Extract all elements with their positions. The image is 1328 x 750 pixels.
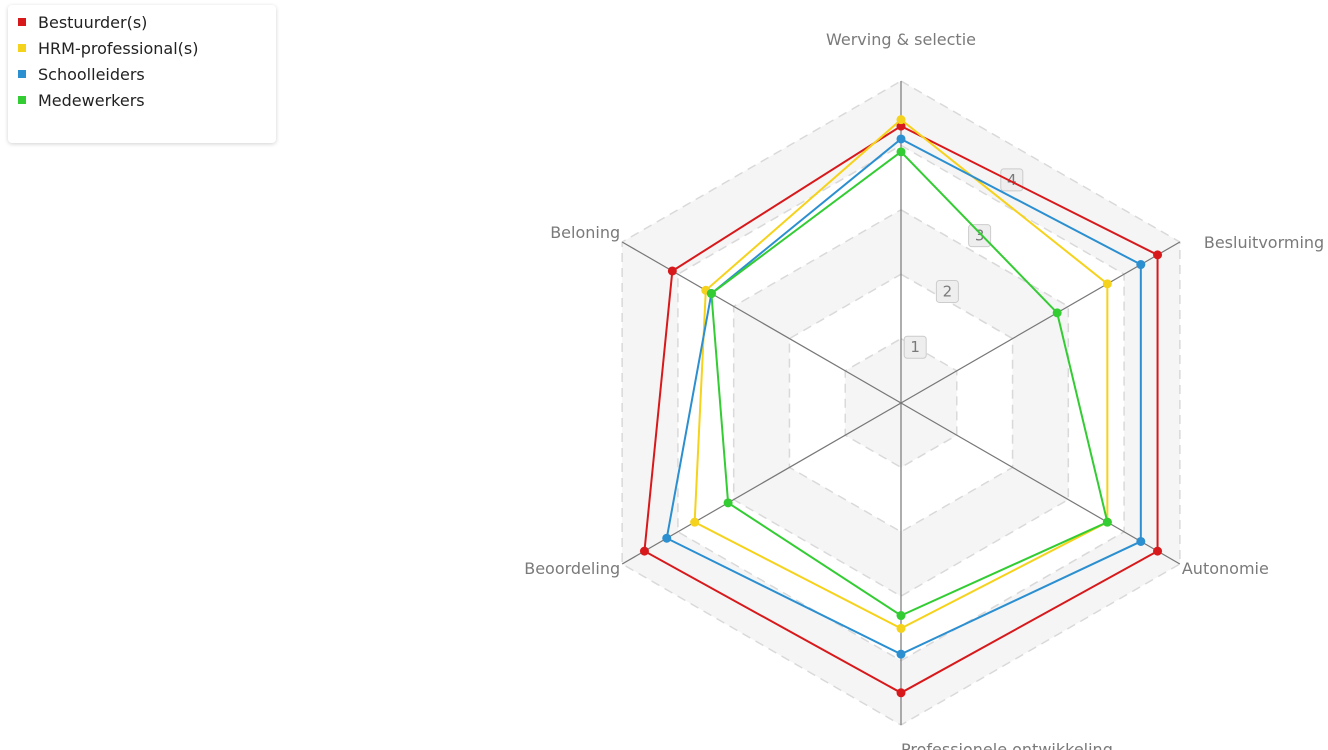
chart-legend: Bestuurder(s) HRM-professional(s) School… [8, 5, 276, 143]
legend-item-hrm-professionals[interactable]: HRM-professional(s) [18, 35, 276, 61]
series-4-point-4 [896, 611, 906, 621]
series-2-point-4 [896, 623, 906, 633]
tick-label-4: 4 [1007, 171, 1017, 189]
series-3-point-1 [896, 134, 906, 144]
series-1-point-5 [639, 546, 649, 556]
legend-swatch-hrm-professionals [18, 44, 26, 52]
series-1-point-4 [896, 688, 906, 698]
axis-label-4: Professionele ontwikkeling [901, 740, 1113, 750]
legend-label-medewerkers: Medewerkers [38, 90, 145, 110]
legend-item-medewerkers[interactable]: Medewerkers [18, 87, 276, 113]
axis-label-3: Autonomie [1182, 559, 1269, 578]
legend-swatch-schoolleiders [18, 70, 26, 78]
legend-item-bestuurders[interactable]: Bestuurder(s) [18, 9, 276, 35]
series-1-point-1 [896, 121, 906, 131]
series-4-point-5 [723, 498, 733, 508]
series-2-point-2 [1102, 279, 1112, 289]
tick-box-3 [968, 224, 992, 248]
series-1-point-3 [1153, 546, 1163, 556]
tick-box-2 [935, 279, 959, 303]
tick-box-1 [903, 335, 927, 359]
axis-label-5: Beoordeling [524, 559, 620, 578]
axis-label-2: Besluitvorming [1204, 233, 1324, 252]
legend-item-schoolleiders[interactable]: Schoolleiders [18, 61, 276, 87]
series-3-point-3 [1136, 536, 1146, 546]
series-3-point-4 [896, 649, 906, 659]
series-2-point-5 [690, 517, 700, 527]
series-4-point-6 [706, 289, 716, 299]
tick-label-1: 1 [910, 338, 920, 356]
series-4-point-2 [1052, 308, 1062, 318]
legend-label-bestuurders: Bestuurder(s) [38, 12, 148, 32]
axis-spoke-3 [900, 402, 1181, 565]
series-3-point-2 [1136, 260, 1146, 270]
legend-swatch-medewerkers [18, 96, 26, 104]
legend-swatch-bestuurders [18, 18, 26, 26]
axis-label-1: Werving & selectie [826, 30, 976, 49]
tick-label-2: 2 [943, 282, 953, 300]
tick-label-3: 3 [975, 227, 985, 245]
series-4-point-1 [896, 147, 906, 157]
axis-spoke-2 [900, 241, 1181, 404]
series-4-point-3 [1102, 517, 1112, 527]
series-1-point-2 [1153, 250, 1163, 260]
legend-label-hrm-professionals: HRM-professional(s) [38, 38, 199, 58]
series-2-point-1 [896, 115, 906, 125]
legend-label-schoolleiders: Schoolleiders [38, 64, 145, 84]
series-1-point-6 [667, 266, 677, 276]
axis-label-6: Beloning [550, 223, 620, 242]
series-3-point-5 [662, 533, 672, 543]
